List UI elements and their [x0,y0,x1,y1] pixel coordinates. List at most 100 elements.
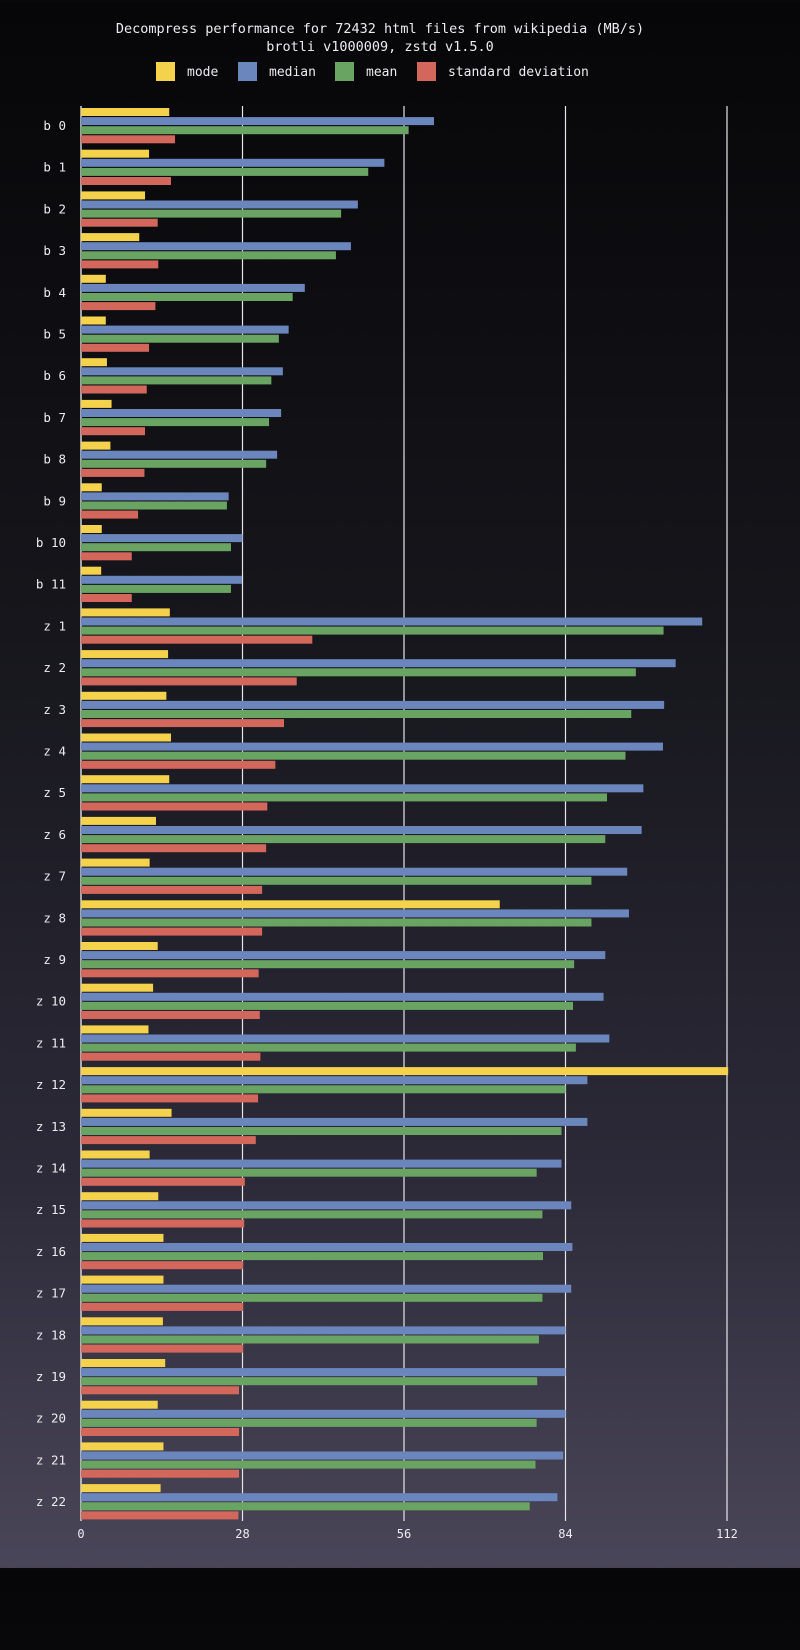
bars [81,108,729,1520]
bar [81,1085,566,1094]
x-tick-label: 56 [397,1527,411,1541]
bar [81,1386,240,1395]
bar [81,1409,566,1418]
bar [81,608,170,617]
bar [81,367,283,376]
bar [81,1136,256,1145]
y-tick-label: z 12 [36,1077,66,1092]
bar [81,1034,610,1043]
y-tick-label: z 8 [43,910,66,925]
bar [81,1451,564,1460]
bar [81,760,276,769]
bar [81,659,676,668]
y-tick-label: z 13 [36,1119,66,1134]
bar [81,1460,536,1469]
bar [81,441,111,450]
bar [81,691,167,700]
bar [81,1001,573,1010]
bar [81,1400,158,1409]
bar [81,492,229,501]
bar [81,1368,566,1377]
bar [81,1377,538,1386]
y-tick-label: z 1 [43,618,66,633]
bar [81,951,606,960]
bar [81,316,106,325]
bar [81,1201,572,1210]
bar [81,1067,729,1076]
legend-swatch [417,62,436,81]
bar [81,233,140,242]
bar [81,626,664,635]
bar [81,376,272,385]
legend-swatch [238,62,257,81]
bar [81,594,132,602]
bar [81,575,242,584]
bar [81,1428,240,1436]
bar [81,218,158,227]
legend-swatch [335,62,354,81]
bar [81,459,267,468]
bar [81,1108,172,1117]
y-tick-label: z 2 [43,660,66,675]
bar [81,343,150,352]
bar [81,960,575,969]
bar [81,1344,244,1353]
bar [81,1284,572,1293]
bar [81,918,592,927]
bar [81,468,145,477]
x-tick-label: 28 [235,1527,249,1541]
bar [81,1177,245,1186]
bar [81,385,147,394]
bar [81,1493,558,1502]
bar [81,900,500,909]
y-tick-label: b 7 [43,410,66,425]
bar [81,409,282,417]
bar [81,1052,261,1061]
y-tick-label: z 21 [36,1452,66,1467]
bar [81,942,158,950]
bar [81,1326,566,1335]
y-tick-label: z 7 [43,869,66,884]
bar [81,969,259,978]
legend-label: median [269,65,316,80]
bar [81,733,171,742]
bar [81,983,154,992]
bar [81,334,279,343]
bar [81,543,231,552]
y-tick-label: z 5 [43,785,66,800]
bar [81,126,409,135]
bar [81,858,150,867]
bar [81,427,146,436]
bar [81,283,305,292]
bar [81,293,293,301]
bar [81,1442,164,1451]
bar [81,158,385,167]
y-tick-label: b 11 [36,577,66,592]
bar [81,1511,239,1520]
y-tick-label: z 14 [36,1161,66,1176]
bar [81,584,231,593]
legend-swatch [156,62,175,81]
bar [81,710,632,718]
bar [81,191,146,200]
bar [81,793,608,802]
bar [81,909,629,918]
bar [81,816,156,825]
bar [81,1011,260,1019]
bar [81,1094,259,1103]
y-tick-label: z 18 [36,1327,66,1342]
legend-label: mean [366,65,397,80]
y-tick-label: b 3 [43,243,66,258]
bar [81,302,156,311]
y-tick-label: b 8 [43,452,66,467]
bar [81,450,278,459]
bar [81,927,263,936]
y-tick-label: b 1 [43,160,66,175]
bar [81,274,106,283]
bar [81,876,592,885]
bar [81,1418,537,1427]
bar [81,802,268,811]
y-tick-label: z 20 [36,1411,66,1426]
bar [81,1150,150,1159]
bar [81,835,606,844]
